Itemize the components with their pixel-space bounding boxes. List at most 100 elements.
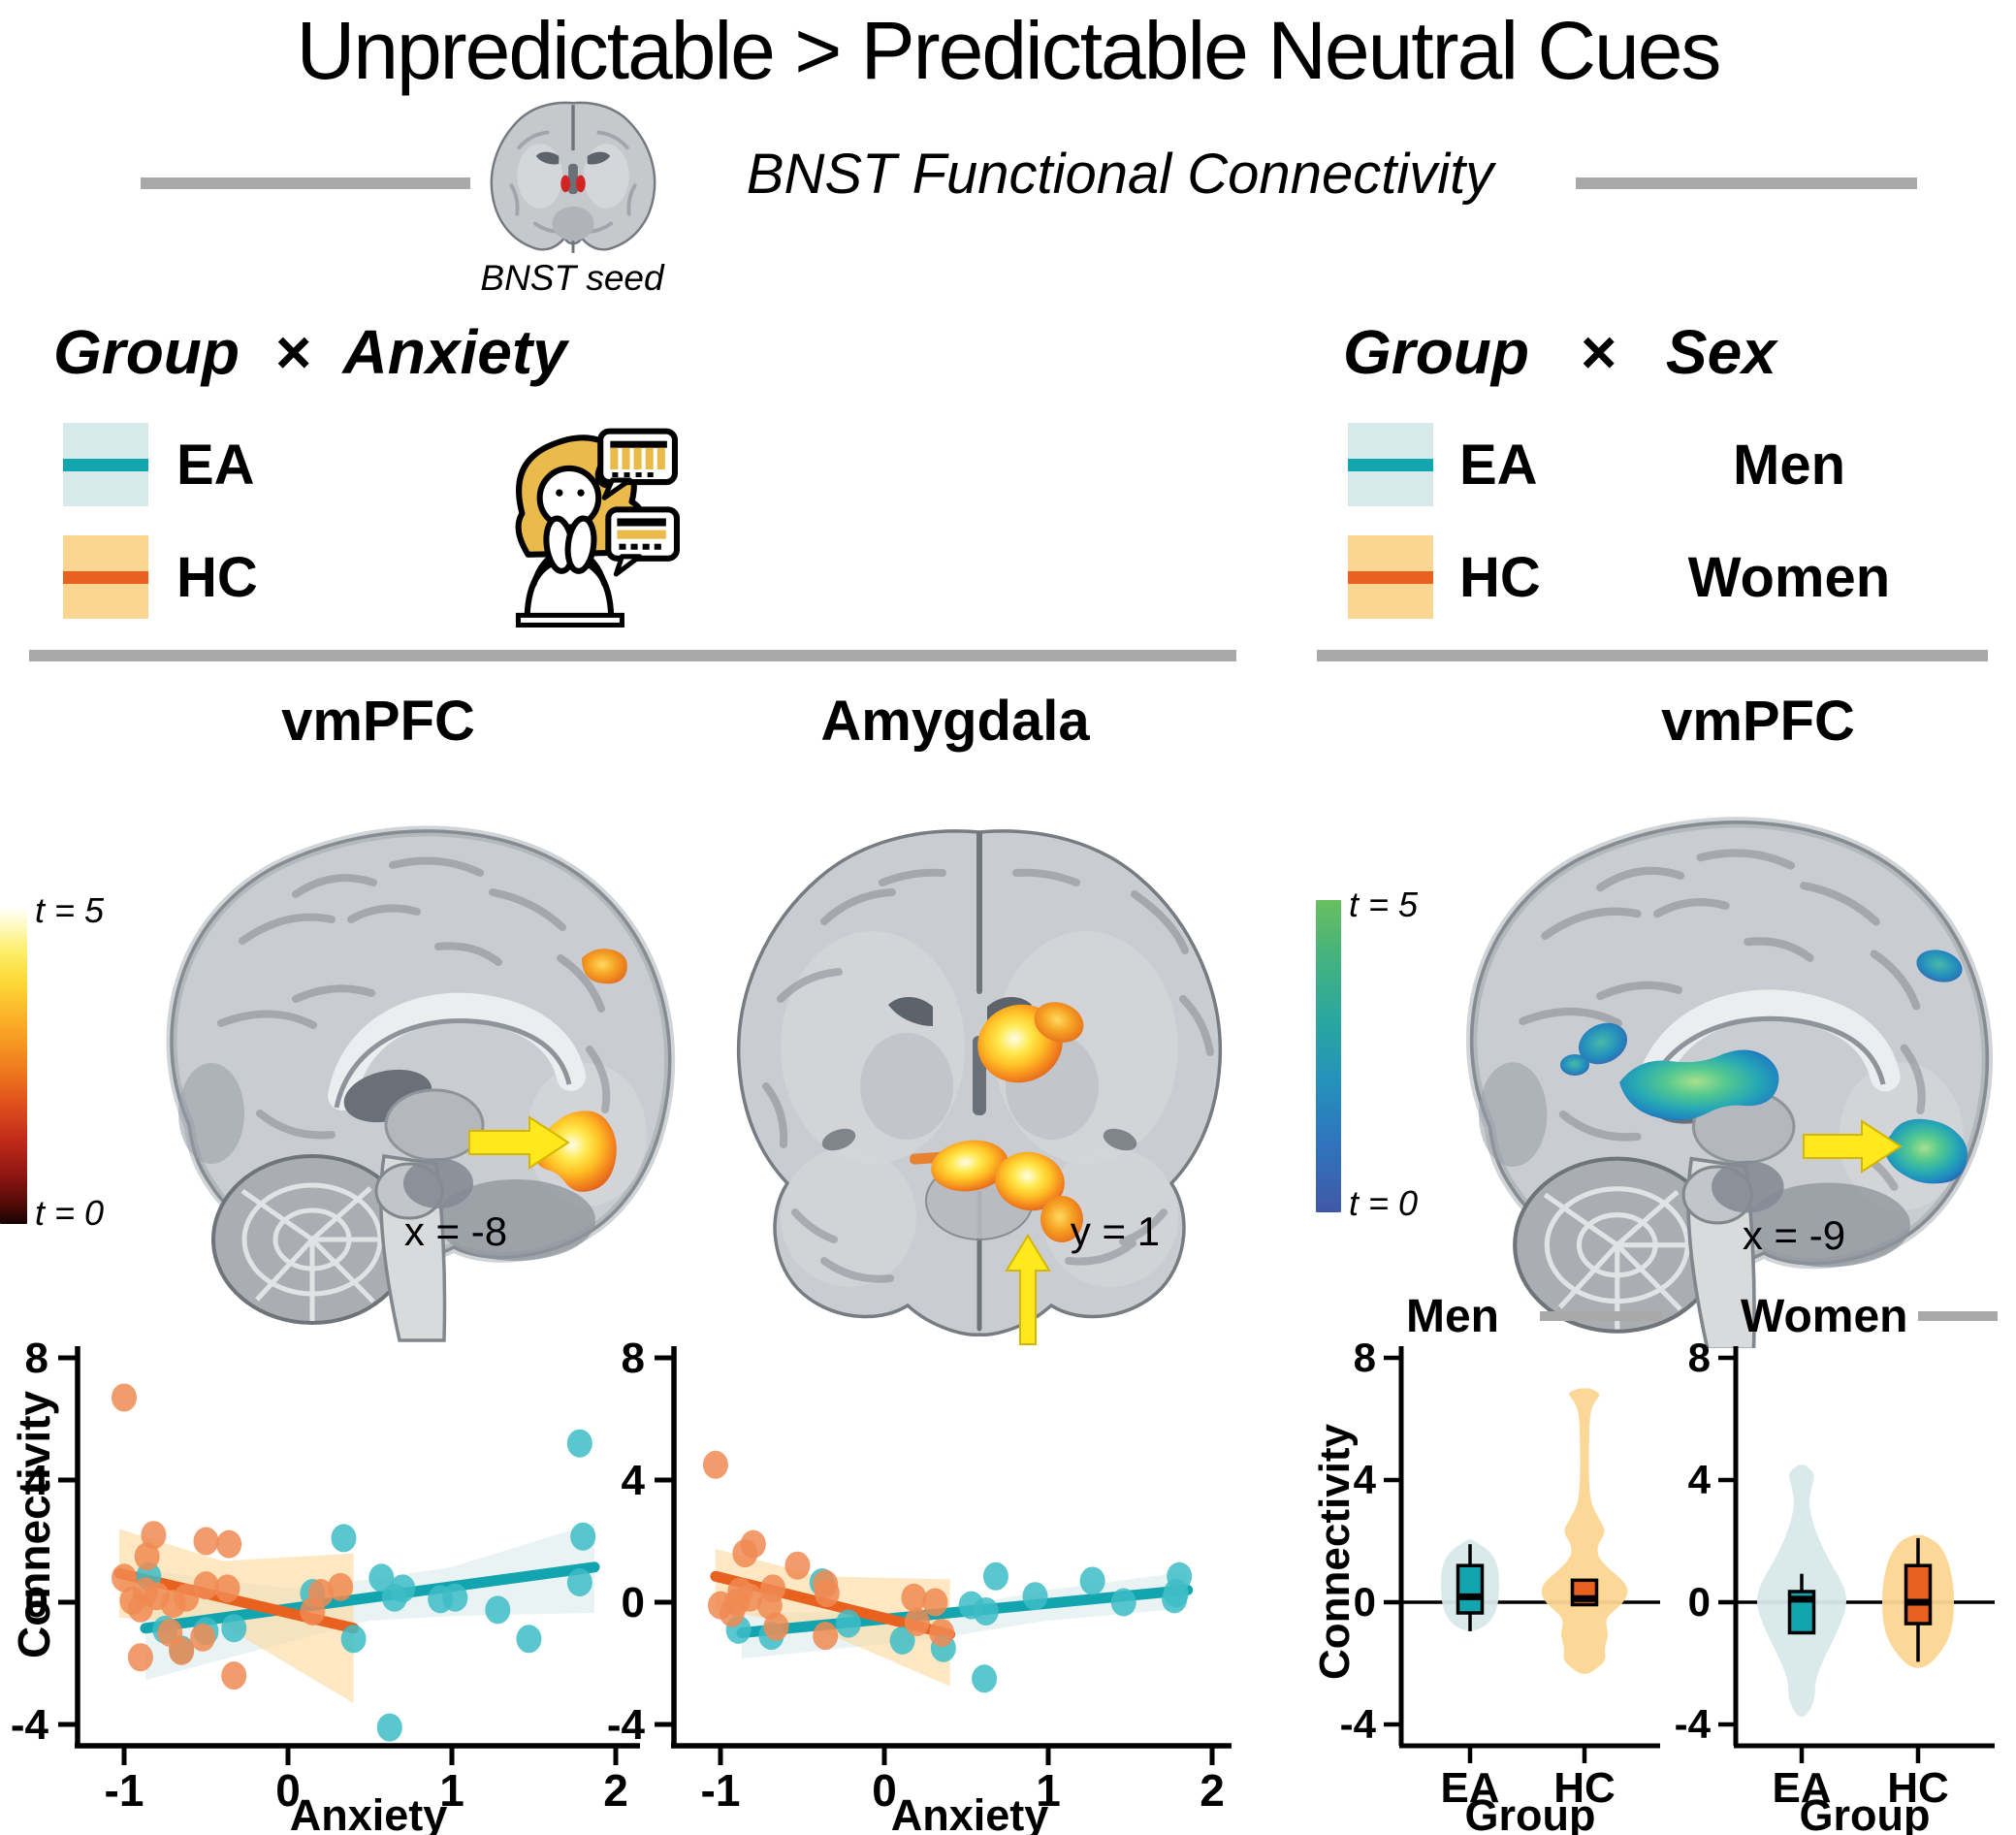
x-tick-label: -1 bbox=[105, 1765, 144, 1816]
scatter-point-hc bbox=[174, 1583, 200, 1612]
x-tick-label: -1 bbox=[701, 1765, 741, 1816]
slice-coordinate-middle: y = 1 bbox=[1070, 1208, 1161, 1254]
cool-colorbar bbox=[1316, 900, 1341, 1212]
scatter-point-ea bbox=[758, 1622, 784, 1651]
thalamus-deactivation-cluster bbox=[1619, 1049, 1779, 1121]
legend-sex-title: Group × Sex bbox=[1343, 317, 1776, 387]
scatter-point-ea bbox=[566, 1568, 592, 1597]
trend-line-hc bbox=[113, 1567, 360, 1634]
scatter-point-hc bbox=[112, 1383, 137, 1412]
scatter-point-hc bbox=[132, 1577, 158, 1606]
bnst-seed-left-marker bbox=[560, 175, 571, 193]
scatter-point-hc bbox=[307, 1579, 334, 1608]
cool-colorbar-max-label: t = 5 bbox=[1349, 885, 1419, 924]
women-panel-line bbox=[1918, 1311, 1998, 1321]
figure-subtitle: BNST Functional Connectivity bbox=[746, 143, 1494, 206]
hc-sex-legend-swatch bbox=[1348, 535, 1433, 619]
figure-title: Unpredictable > Predictable Neutral Cues bbox=[296, 5, 1722, 96]
vmpfc-right-arrow-icon bbox=[1803, 1119, 1903, 1174]
violin1-x-axis-label: Group bbox=[1464, 1790, 1596, 1835]
slice-coordinate-left: x = -8 bbox=[403, 1208, 508, 1254]
scatter-point-ea bbox=[982, 1561, 1008, 1591]
scatter-point-ea bbox=[193, 1617, 219, 1646]
slice-coordinate-right: x = -9 bbox=[1742, 1212, 1846, 1258]
x-tick-label: 2 bbox=[1200, 1765, 1225, 1816]
thought-bubble-stripes-icon bbox=[605, 506, 680, 577]
box-hc bbox=[1570, 1578, 1599, 1607]
scatter-point-hc bbox=[756, 1591, 783, 1620]
legend-anxiety-title: Group × Anxiety bbox=[53, 317, 567, 387]
men-label: Men bbox=[1733, 434, 1845, 497]
amygdala-arrow-icon bbox=[1005, 1234, 1051, 1345]
bnst-seed-caption: BNST seed bbox=[480, 258, 664, 298]
scatter-point-ea bbox=[331, 1524, 357, 1553]
scatter-point-ea bbox=[1022, 1582, 1048, 1611]
scatter-point-hc bbox=[144, 1582, 170, 1611]
scatter-point-hc bbox=[904, 1607, 930, 1636]
scatter-point-ea bbox=[809, 1568, 835, 1597]
cingulate-deactivation-cluster bbox=[1578, 1022, 1628, 1065]
scatter-point-ea bbox=[390, 1574, 416, 1603]
scatter-point-hc bbox=[134, 1542, 160, 1571]
ea-sex-legend-swatch bbox=[1348, 423, 1433, 506]
scatter-point-ea bbox=[1079, 1566, 1105, 1595]
violin-y-tick-label: 4 bbox=[1688, 1457, 1712, 1502]
scatter1-x-axis-label: Anxiety bbox=[289, 1790, 448, 1835]
violin2-x-axis-label: Group bbox=[1799, 1790, 1931, 1835]
scatter-point-hc bbox=[221, 1661, 247, 1690]
scatter-point-hc bbox=[901, 1583, 927, 1612]
scatter-point-hc bbox=[814, 1579, 840, 1608]
scatter-point-hc bbox=[157, 1619, 183, 1647]
scatter-point-hc bbox=[719, 1598, 745, 1627]
scatter-point-ea bbox=[958, 1591, 984, 1620]
scatter-point-ea bbox=[1163, 1579, 1189, 1608]
y-tick-label: 4 bbox=[622, 1457, 646, 1504]
scatter-point-ea bbox=[930, 1633, 956, 1662]
scatter-point-ea bbox=[136, 1561, 162, 1591]
scatter-point-ea bbox=[376, 1713, 402, 1742]
scatter-point-hc bbox=[328, 1572, 354, 1601]
anxious-person-icon bbox=[515, 428, 680, 628]
trend-line-ea bbox=[140, 1561, 600, 1634]
scatter-point-ea bbox=[516, 1625, 542, 1654]
vmpfc-activation-cluster bbox=[536, 1111, 617, 1192]
scatter-point-hc bbox=[216, 1529, 242, 1559]
sagittal-brain-right-image bbox=[1385, 793, 2016, 1348]
scatter-point-hc bbox=[214, 1574, 240, 1603]
scatter-point-ea bbox=[300, 1579, 326, 1608]
scatter-point-ea bbox=[566, 1429, 592, 1458]
scatter-point-ea bbox=[1162, 1585, 1188, 1614]
scatter-point-ea bbox=[485, 1595, 511, 1625]
trend-line-hc bbox=[710, 1570, 956, 1640]
scatter-point-hc bbox=[708, 1591, 733, 1620]
scatter-point-ea bbox=[368, 1563, 395, 1593]
coronal-brain-image bbox=[736, 829, 1223, 1345]
scatter-point-hc bbox=[141, 1521, 167, 1550]
women-label: Women bbox=[1687, 546, 1891, 609]
ea-legend-swatch bbox=[63, 423, 148, 506]
scatter-point-hc bbox=[702, 1450, 728, 1479]
scatter-point-hc bbox=[929, 1619, 955, 1647]
scatter-point-ea bbox=[381, 1583, 407, 1612]
y-tick-label: -4 bbox=[607, 1701, 646, 1749]
y-tick-label: 0 bbox=[622, 1579, 645, 1626]
scatter-point-ea bbox=[442, 1583, 468, 1612]
violin-y-tick-label: -4 bbox=[1675, 1701, 1712, 1747]
scatter-point-hc bbox=[127, 1594, 153, 1623]
hot-colorbar-max-label: t = 5 bbox=[35, 890, 105, 930]
cool-colorbar-min-label: t = 0 bbox=[1349, 1183, 1419, 1223]
scatter-point-hc bbox=[112, 1563, 137, 1593]
scatter-point-ea bbox=[835, 1609, 861, 1638]
violin-men-hc bbox=[1541, 1388, 1628, 1674]
scatter-point-ea bbox=[725, 1615, 752, 1644]
scatter-point-hc bbox=[740, 1529, 766, 1559]
scatter-point-ea bbox=[973, 1596, 999, 1626]
scatter-point-hc bbox=[193, 1527, 219, 1556]
scatter-point-ea bbox=[1110, 1588, 1136, 1617]
scatter-point-hc bbox=[723, 1588, 750, 1617]
bnst-seed-brain-image bbox=[490, 101, 656, 253]
scatter-point-ea bbox=[972, 1664, 998, 1693]
vmpfc-deactivation-cluster bbox=[1884, 1118, 1968, 1184]
women-panel-title: Women bbox=[1741, 1291, 1908, 1342]
scatter-point-ea bbox=[889, 1626, 915, 1655]
